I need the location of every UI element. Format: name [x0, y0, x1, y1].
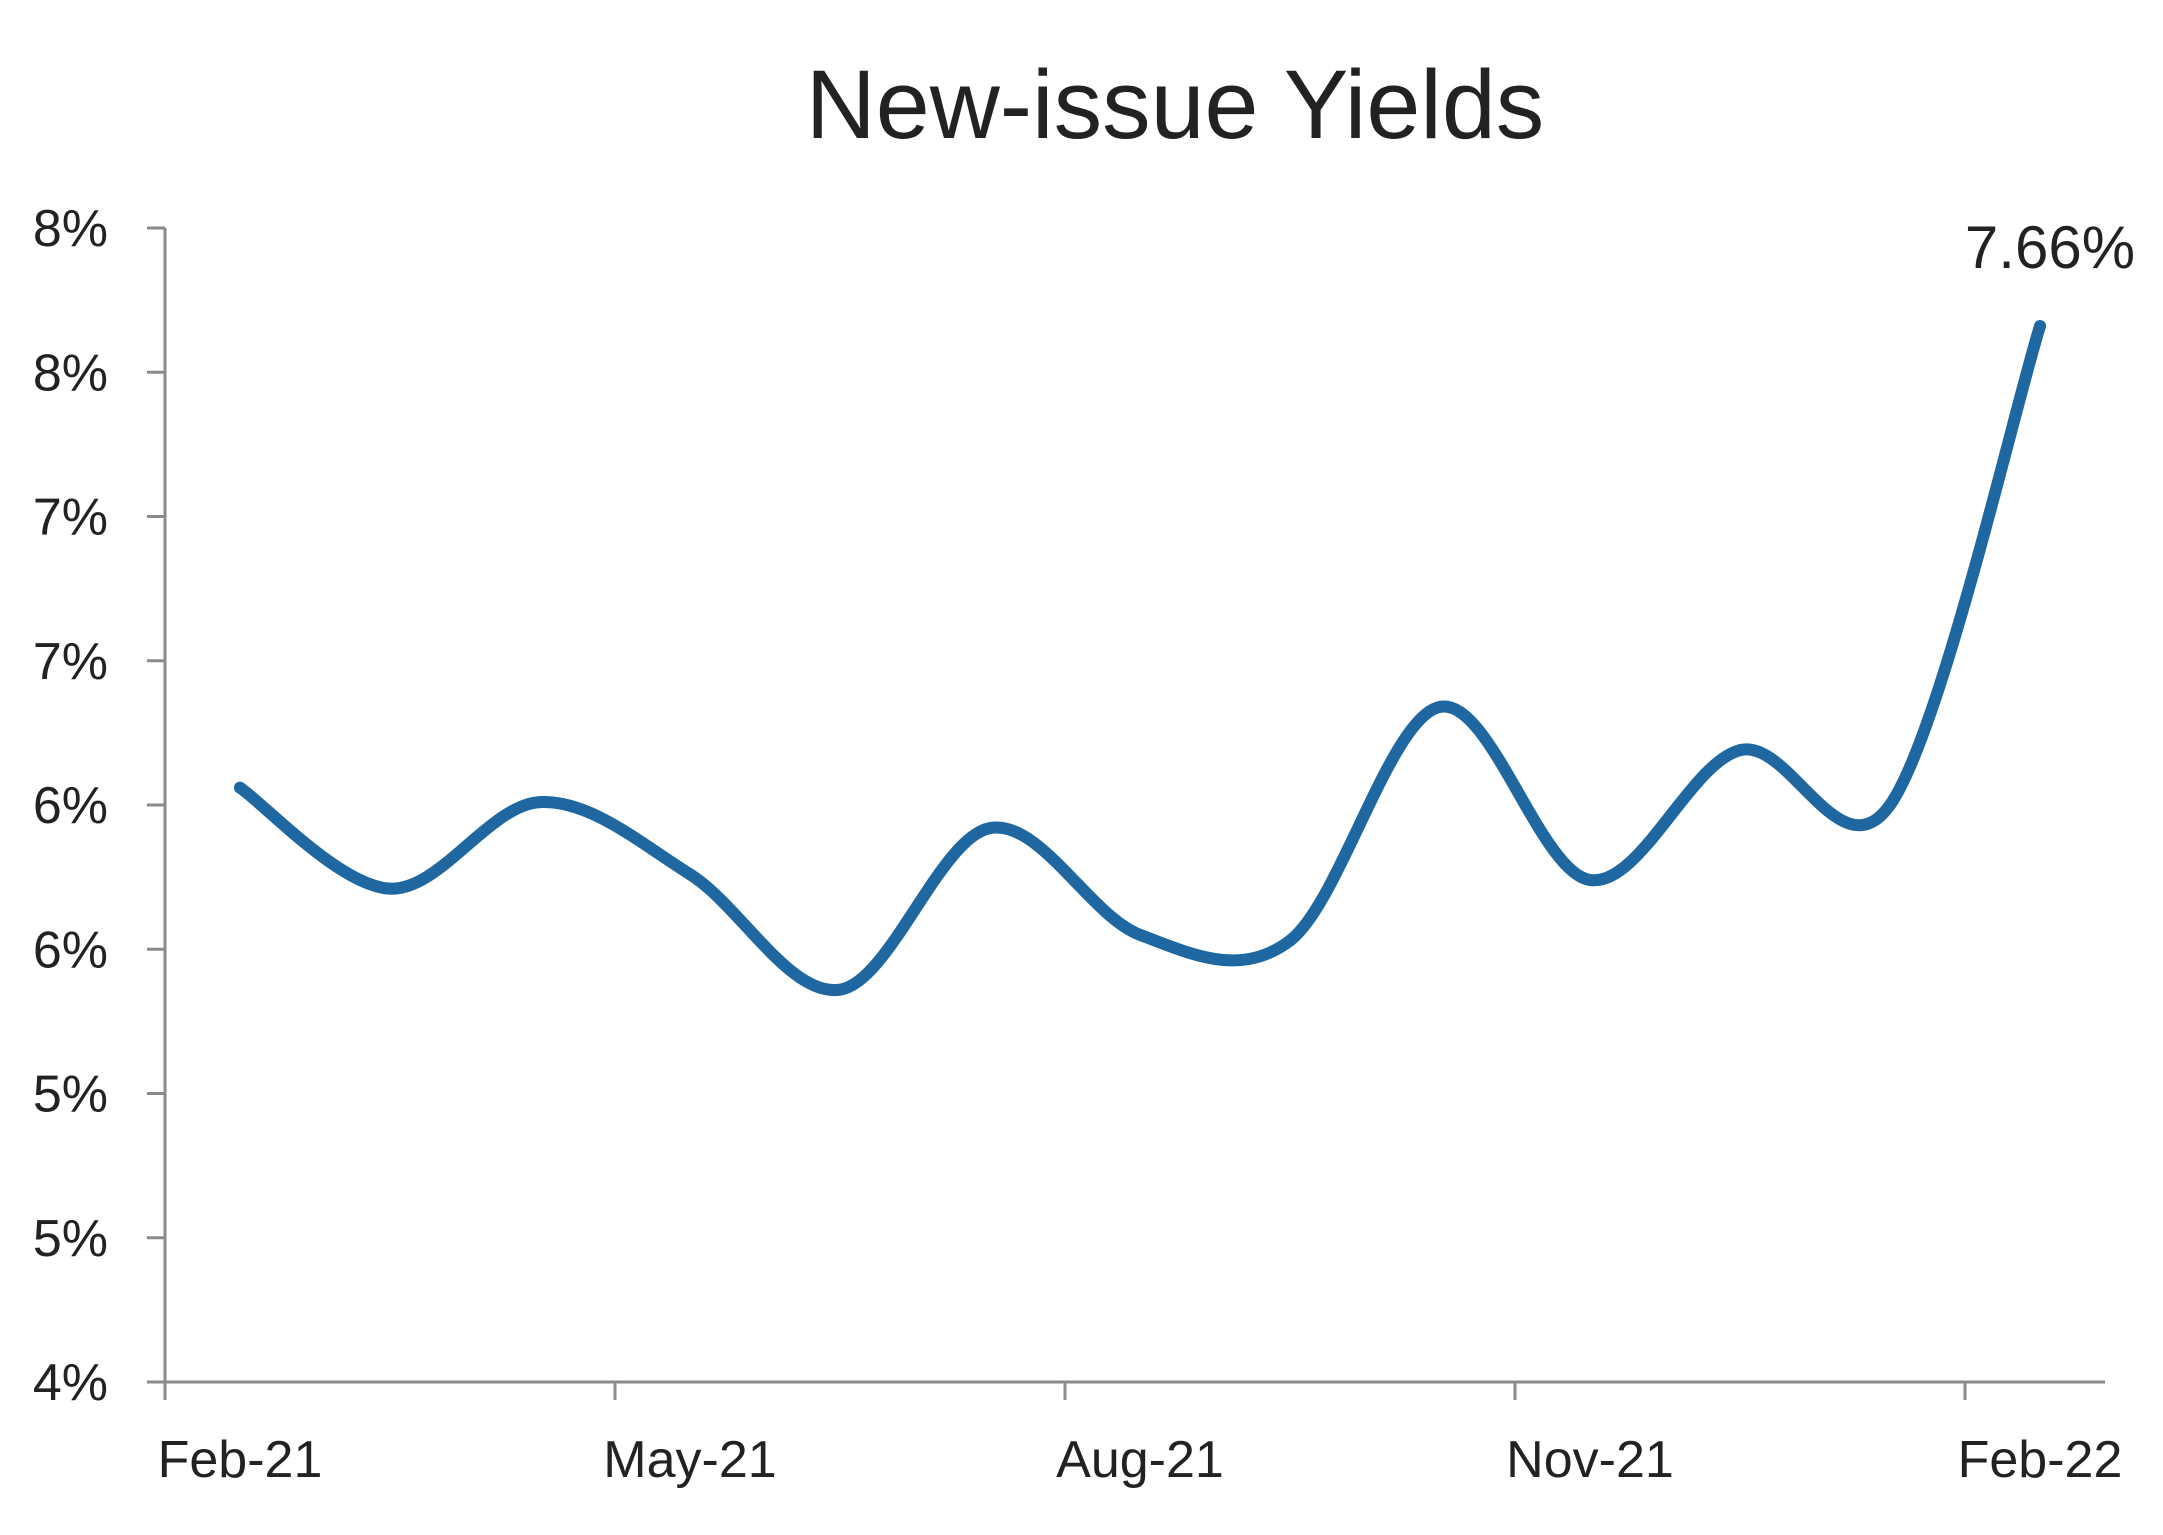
data-point [1134, 928, 1146, 941]
data-point [834, 983, 846, 996]
y-tick-label: 7% [33, 489, 108, 547]
data-point [2034, 320, 2046, 333]
x-tick-label: Aug-21 [1056, 1431, 1224, 1489]
data-point [234, 781, 246, 794]
y-tick-label: 7% [33, 633, 108, 691]
data-point [1434, 700, 1446, 713]
data-point [534, 796, 546, 809]
data-point [1584, 874, 1596, 887]
x-tick-label: May-21 [603, 1431, 776, 1489]
x-tick-label: Nov-21 [1506, 1431, 1674, 1489]
data-point [1284, 934, 1296, 947]
chart-title: New-issue Yields [806, 50, 1545, 159]
annotation-layer: 7.66% [1965, 214, 2135, 281]
y-tick-label: 6% [33, 921, 108, 979]
data-point [1884, 799, 1896, 811]
data-point [384, 882, 396, 895]
y-tick-label: 8% [33, 344, 108, 402]
data-point [684, 868, 696, 881]
data-point [1734, 744, 1746, 757]
series-layer [234, 320, 2046, 996]
x-tick-label: Feb-22 [1958, 1431, 2123, 1489]
y-axis: 4% 5% 5% 6% 6% 7% 7% 8% 8% [33, 200, 167, 1412]
data-label: 7.66% [1965, 214, 2135, 281]
x-tick-label: Feb-21 [158, 1431, 323, 1489]
y-tick-label: 8% [33, 200, 108, 258]
data-point [984, 822, 996, 835]
y-tick-label: 4% [33, 1354, 108, 1412]
x-axis: Feb-21 May-21 Aug-21 Nov-21 Feb-22 [158, 1380, 2123, 1489]
y-tick-label: 5% [33, 1210, 108, 1268]
y-tick-label: 5% [33, 1066, 108, 1124]
y-tick-label: 6% [33, 777, 108, 835]
series-line [234, 320, 2046, 996]
